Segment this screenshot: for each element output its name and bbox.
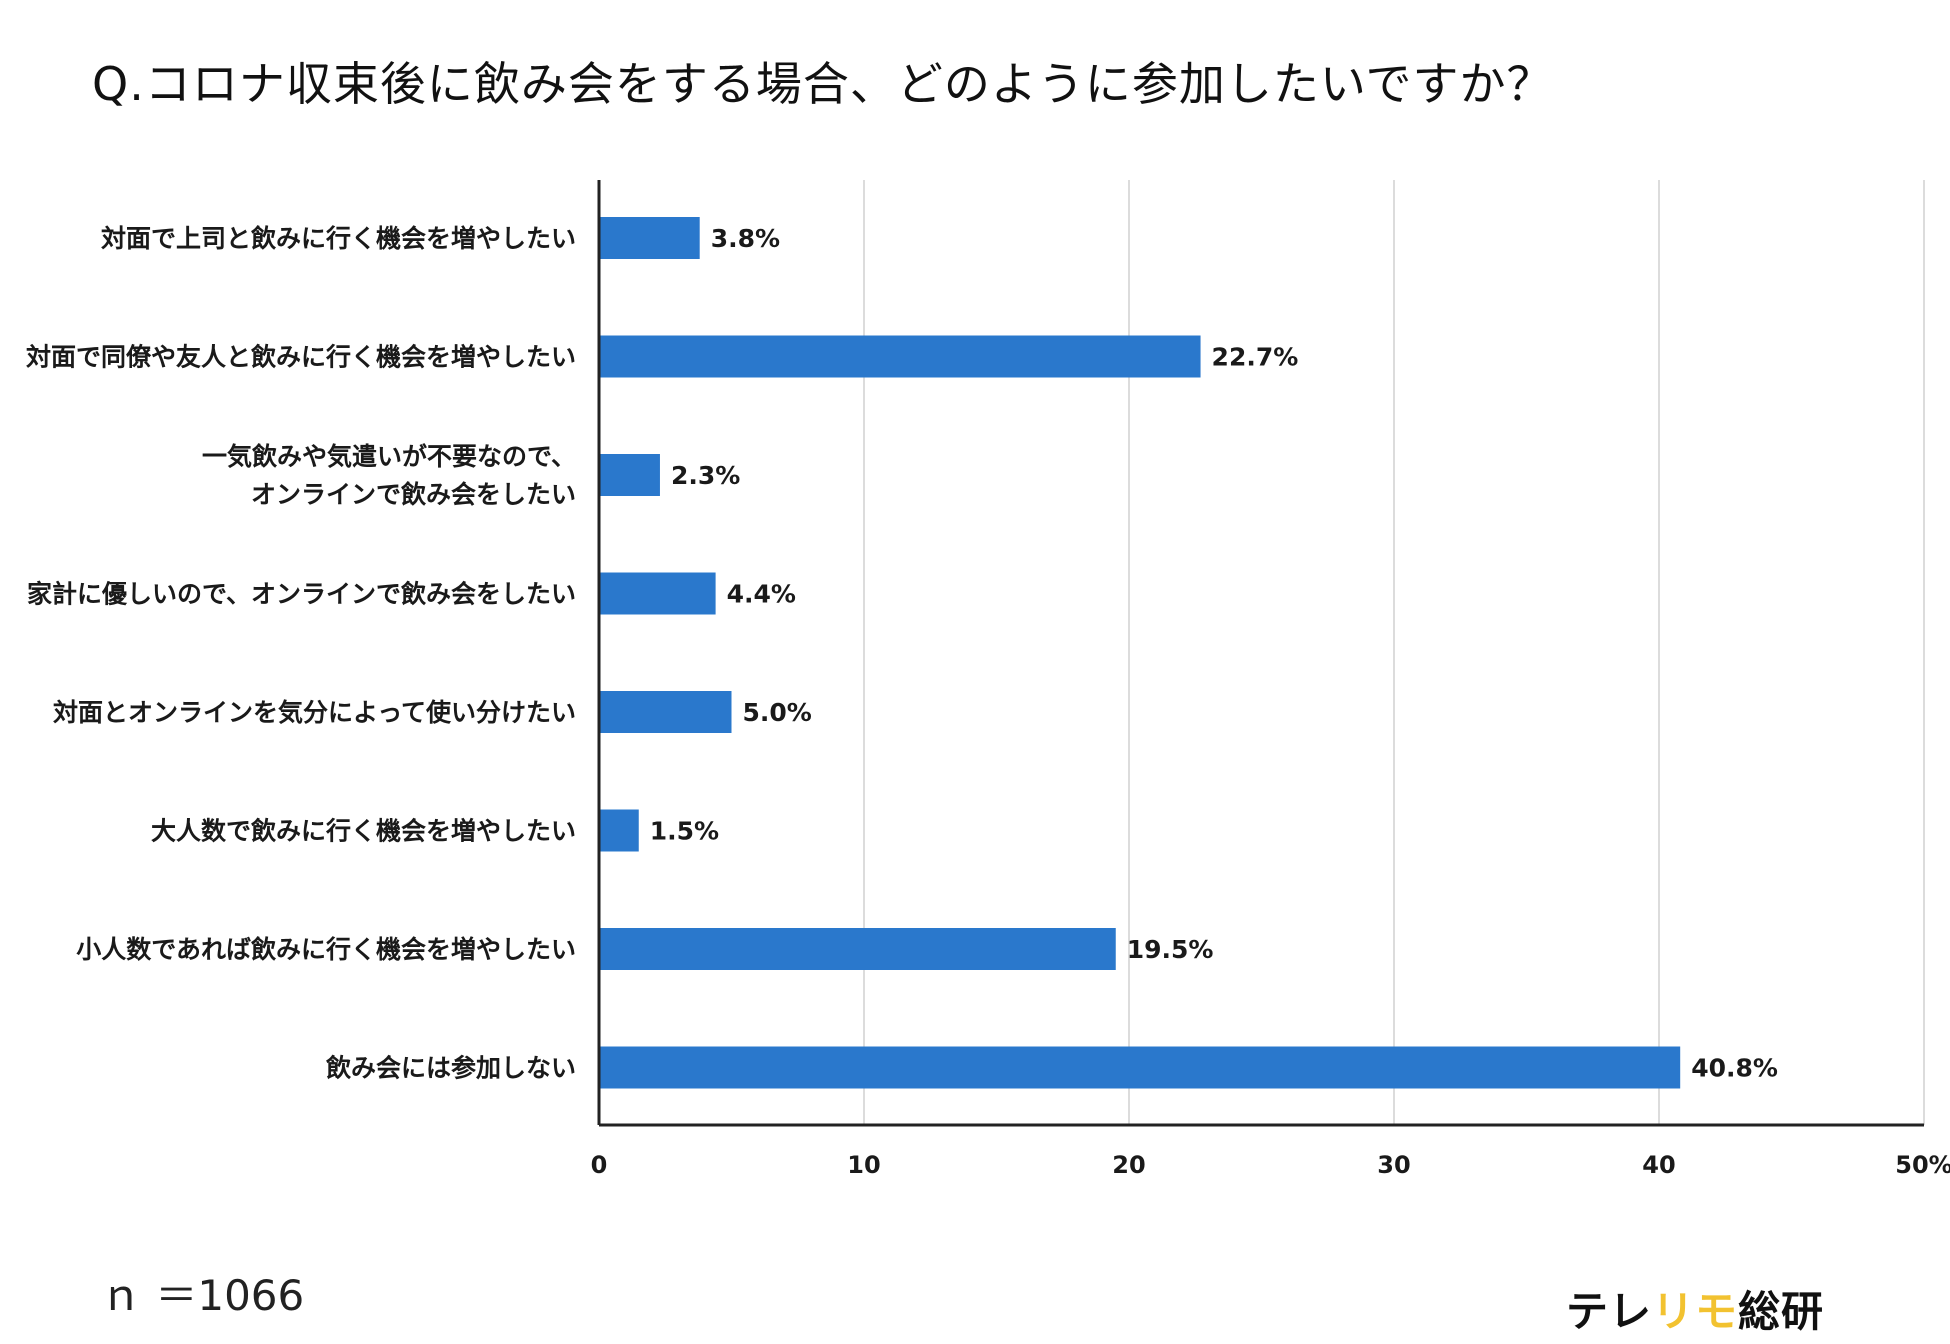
x-tick-label: 0: [591, 1151, 608, 1179]
value-label: 19.5%: [1127, 935, 1214, 964]
bar: [599, 928, 1116, 970]
category-label: 飲み会には参加しない: [325, 1054, 576, 1083]
labels: 0 10 20 30 40 50% 3.8% 対面で上司と飲みに行く機会を増やしたい 22.7%…: [26, 224, 1950, 1179]
x-tick-label: 10: [847, 1151, 880, 1179]
bar: [599, 691, 732, 733]
question-title: Q.コロナ収束後に飲み会をする場合、どのように参加したいですか？: [92, 57, 1554, 111]
bar: [599, 335, 1201, 378]
bar: [599, 809, 639, 852]
value-label: 1.5%: [650, 817, 719, 846]
category-label: 大人数で飲みに行く機会を増やしたい: [151, 817, 576, 846]
value-label: 4.4%: [727, 580, 796, 609]
category-label: 対面で上司と飲みに行く機会を増やしたい: [101, 224, 576, 253]
x-tick-label: 20: [1112, 1151, 1145, 1179]
axes: [597, 180, 1924, 1127]
brand-part1: テレ: [1566, 1287, 1653, 1336]
bar: [599, 572, 716, 615]
x-tick-label: 30: [1377, 1151, 1410, 1179]
value-label: 3.8%: [711, 224, 780, 253]
value-label: 5.0%: [743, 698, 812, 727]
value-label: 40.8%: [1691, 1054, 1778, 1083]
brand-part2: リモ: [1652, 1287, 1739, 1336]
bar: [599, 1046, 1681, 1089]
bars: [599, 217, 1681, 1089]
category-label: 家計に優しいので、オンラインで飲み会をしたい: [27, 580, 576, 609]
brand-part3: 総研: [1738, 1287, 1825, 1336]
value-label: 2.3%: [671, 461, 740, 490]
bar-chart: 0 10 20 30 40 50% 3.8% 対面で上司と飲みに行く機会を増やしたい 22.7%…: [26, 180, 1950, 1179]
value-label: 22.7%: [1212, 343, 1299, 372]
bar: [599, 454, 660, 496]
category-label: 小人数であれば飲みに行く機会を増やしたい: [76, 935, 576, 964]
brand-logo: テレリモ総研: [1566, 1278, 1824, 1339]
category-label: オンラインで飲み会をしたい: [251, 480, 576, 509]
gridlines: [863, 180, 1925, 1125]
x-tick-label: 50%: [1895, 1151, 1950, 1179]
category-label: 対面で同僚や友人と飲みに行く機会を増やしたい: [26, 343, 576, 372]
category-label: 対面とオンラインを気分によって使い分けたい: [53, 698, 576, 727]
x-tick-label: 40: [1642, 1151, 1675, 1179]
bar: [599, 217, 700, 259]
category-label: 一気飲みや気遣いが不要なので、: [202, 442, 576, 471]
sample-size: ｎ ＝1066: [100, 1271, 305, 1320]
